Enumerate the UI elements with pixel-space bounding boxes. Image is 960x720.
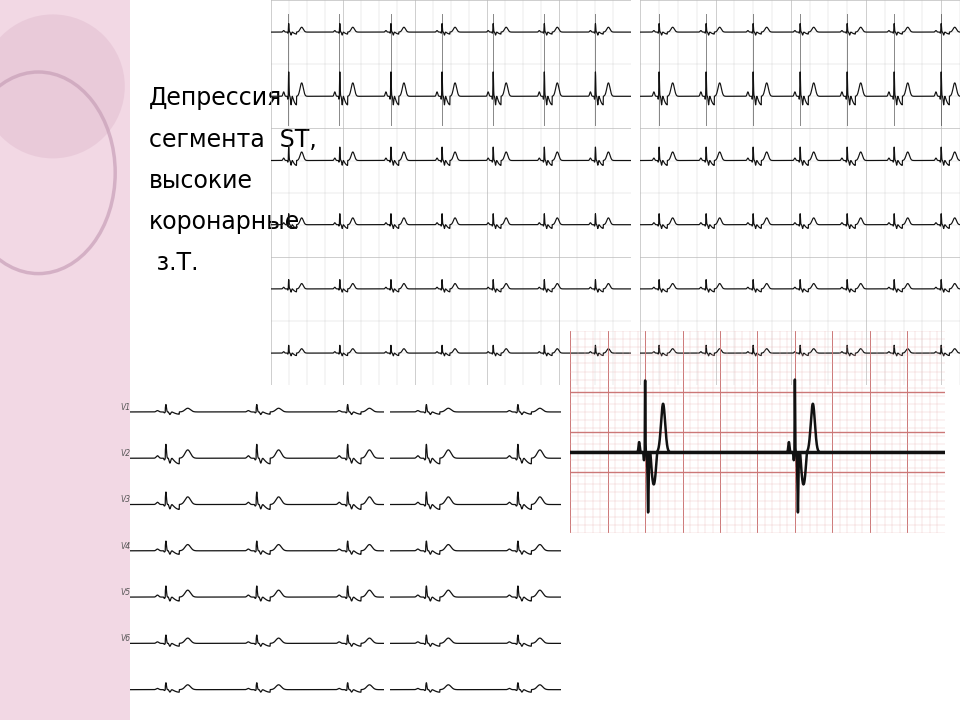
Text: V1: V1 — [121, 402, 131, 412]
Text: V2: V2 — [121, 449, 131, 458]
Text: V6: V6 — [121, 634, 131, 643]
Text: V4: V4 — [121, 541, 131, 551]
Ellipse shape — [0, 14, 125, 158]
Bar — [130, 0, 960, 720]
Text: Депрессия
сегмента  ST,
высокие
коронарные
 з.Т.: Депрессия сегмента ST, высокие коронарны… — [149, 86, 317, 275]
Text: V5: V5 — [121, 588, 131, 597]
Text: V3: V3 — [121, 495, 131, 505]
